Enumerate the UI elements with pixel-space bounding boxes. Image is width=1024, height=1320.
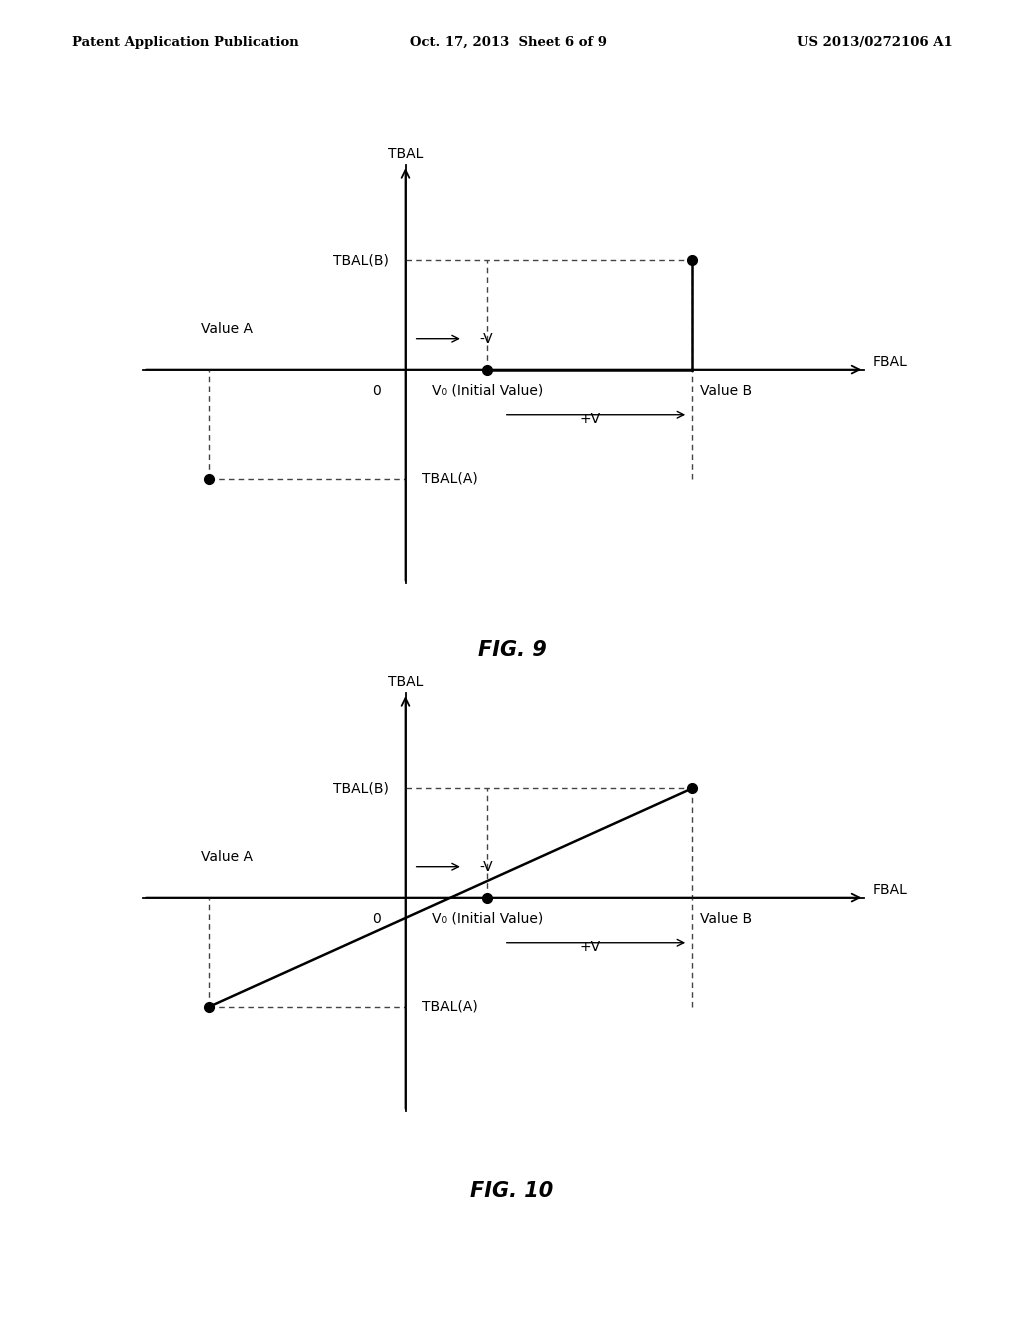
Text: Value A: Value A: [201, 322, 253, 337]
Text: FBAL: FBAL: [872, 355, 907, 370]
Text: +V: +V: [580, 412, 600, 426]
Text: V₀ (Initial Value): V₀ (Initial Value): [432, 384, 543, 397]
Text: 0: 0: [372, 384, 381, 397]
Text: FIG. 9: FIG. 9: [477, 640, 547, 660]
Text: 0: 0: [372, 912, 381, 925]
Text: Value B: Value B: [700, 912, 753, 925]
Text: TBAL(B): TBAL(B): [333, 781, 389, 796]
Text: +V: +V: [580, 940, 600, 954]
Text: Oct. 17, 2013  Sheet 6 of 9: Oct. 17, 2013 Sheet 6 of 9: [410, 36, 606, 49]
Text: Value B: Value B: [700, 384, 753, 397]
Text: Value A: Value A: [201, 850, 253, 865]
Text: TBAL(B): TBAL(B): [333, 253, 389, 268]
Text: FIG. 10: FIG. 10: [470, 1181, 554, 1201]
Text: FBAL: FBAL: [872, 883, 907, 898]
Text: TBAL: TBAL: [388, 147, 423, 161]
Text: TBAL(A): TBAL(A): [422, 471, 477, 486]
Text: V₀ (Initial Value): V₀ (Initial Value): [432, 912, 543, 925]
Text: US 2013/0272106 A1: US 2013/0272106 A1: [797, 36, 952, 49]
Text: TBAL: TBAL: [388, 675, 423, 689]
Text: Patent Application Publication: Patent Application Publication: [72, 36, 298, 49]
Text: -V: -V: [479, 859, 493, 874]
Text: TBAL(A): TBAL(A): [422, 999, 477, 1014]
Text: -V: -V: [479, 331, 493, 346]
